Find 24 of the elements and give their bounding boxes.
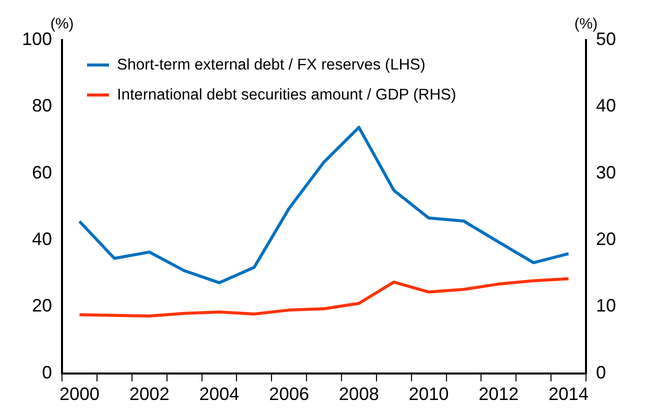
legend-label: International debt securities amount / GDP (RHS) xyxy=(117,86,456,104)
y2-axis-title: (%) xyxy=(574,16,598,33)
legend-label: Short-term external debt / FX reserves (LHS) xyxy=(117,56,426,74)
y-axis-title: (%) xyxy=(50,16,74,33)
y2-tick-label: 40 xyxy=(596,96,616,116)
x-tick-label: 2002 xyxy=(129,384,170,404)
y2-tick-label: 10 xyxy=(596,296,616,316)
y-tick-label: 40 xyxy=(32,229,52,250)
y-tick-label: 80 xyxy=(32,96,52,116)
x-tick-label: 2010 xyxy=(408,384,449,404)
y-tick-label: 60 xyxy=(32,162,52,182)
y2-tick-label: 20 xyxy=(596,229,616,250)
x-tick-label: 2008 xyxy=(338,384,379,404)
x-tick-label: 2004 xyxy=(199,384,240,404)
x-tick-label: 2014 xyxy=(548,384,589,404)
y2-tick-label: 30 xyxy=(596,162,616,182)
y-tick-label: 0 xyxy=(42,362,52,382)
y-tick-label: 20 xyxy=(32,296,52,316)
x-tick-label: 2012 xyxy=(478,384,519,404)
y-tick-label: 100 xyxy=(22,28,52,49)
x-tick-label: 2000 xyxy=(59,384,100,404)
x-tick-label: 2006 xyxy=(269,384,310,404)
y2-tick-label: 50 xyxy=(596,28,616,49)
y2-tick-label: 0 xyxy=(596,362,606,382)
